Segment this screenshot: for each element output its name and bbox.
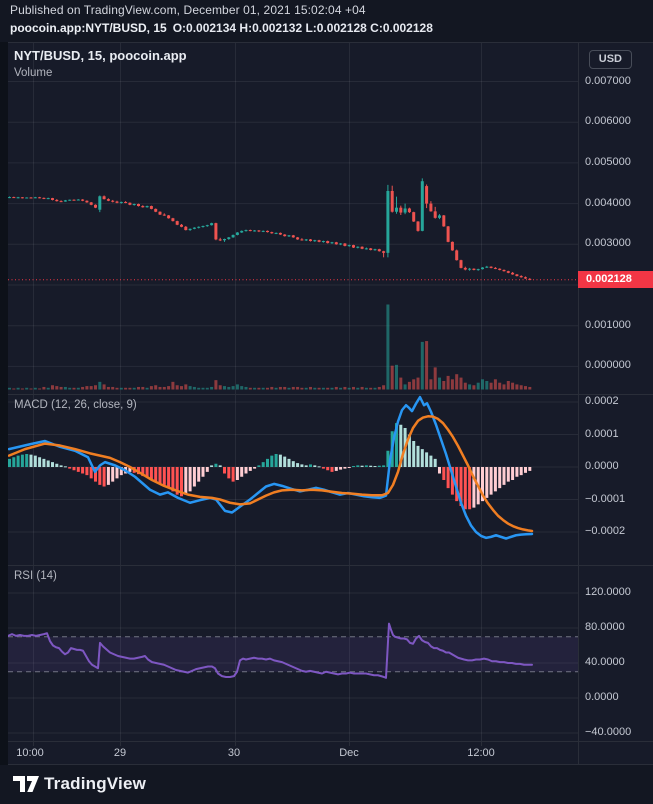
tradingview-logo-icon: [13, 776, 39, 792]
pane-separators: [0, 42, 653, 765]
published-line: Published on TradingView.com, December 0…: [10, 3, 366, 17]
symbol-name: poocoin.app:NYT/BUSD, 15: [10, 21, 167, 35]
last-price-label: 0.002128: [578, 271, 653, 288]
chart-canvas[interactable]: [0, 42, 653, 765]
chart-area[interactable]: NYT/BUSD, 15, poocoin.app Volume MACD (1…: [0, 42, 653, 765]
price-scale-currency-button[interactable]: USD: [588, 50, 632, 69]
gridlines: [8, 42, 578, 741]
snapshot-footer: TradingView: [0, 765, 653, 804]
rsi-line: [7, 622, 533, 679]
macd-signal-line: [7, 415, 534, 533]
volume-bars: [8, 304, 532, 390]
left-margin-strip: [0, 42, 8, 765]
symbol-ohlc-line: poocoin.app:NYT/BUSD, 15 O:0.002134 H:0.0…: [10, 21, 433, 35]
snapshot-header: Published on TradingView.com, December 0…: [0, 0, 653, 42]
candles: [8, 178, 532, 281]
ohlc-values: O:0.002134 H:0.002132 L:0.002128 C:0.002…: [172, 21, 433, 35]
tradingview-brand-text: TradingView: [44, 774, 147, 793]
